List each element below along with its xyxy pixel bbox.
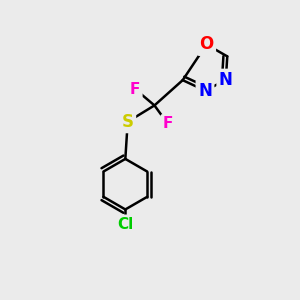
- Text: F: F: [130, 82, 140, 97]
- Text: N: N: [198, 82, 212, 100]
- Text: Cl: Cl: [117, 217, 134, 232]
- Text: O: O: [199, 35, 214, 53]
- Text: N: N: [219, 71, 233, 89]
- Text: S: S: [122, 113, 134, 131]
- Text: F: F: [163, 116, 173, 131]
